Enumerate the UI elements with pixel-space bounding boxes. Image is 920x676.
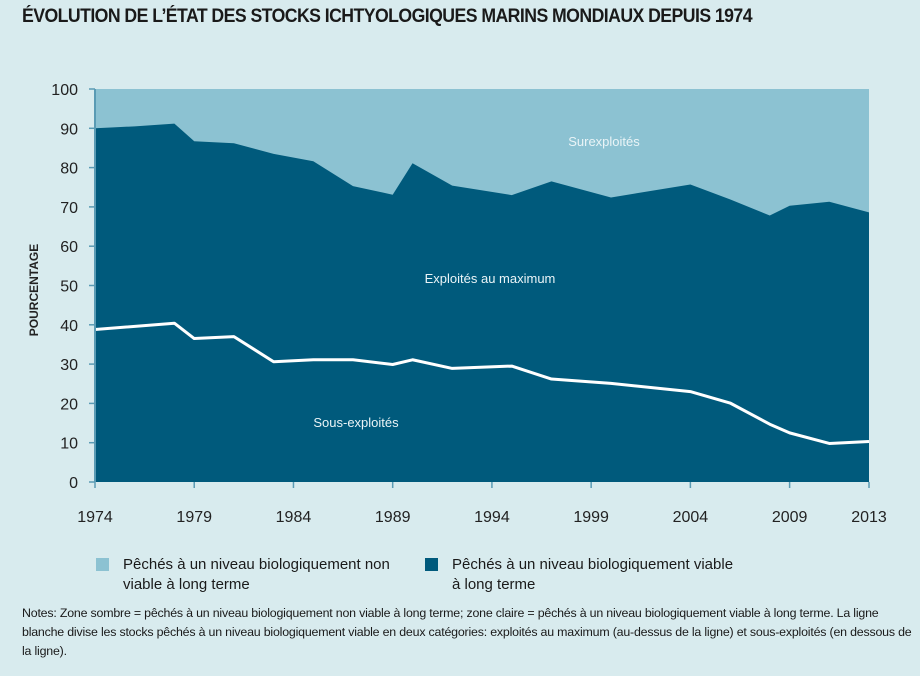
legend-item-viable: Pêchés à un niveau biologiquement viable… [425,555,742,595]
legend-swatch-light [96,558,109,571]
x-tick-label: 2004 [673,509,709,526]
x-tick-label: 1979 [176,509,212,526]
y-tick-label: 0 [69,475,78,492]
x-tick-label: 1999 [573,509,609,526]
y-tick-label: 20 [60,396,78,413]
chart-title: ÉVOLUTION DE L’ÉTAT DES STOCKS ICHTYOLOG… [22,6,753,27]
y-tick-label: 10 [60,436,78,453]
y-tick-label: 50 [60,279,78,296]
y-tick-label: 90 [60,121,78,138]
y-tick-label: 80 [60,161,78,178]
x-tick-label: 1974 [77,509,113,526]
legend-swatch-dark [425,558,438,571]
stock-status-chart: 0 10 20 30 40 50 60 70 80 90 100 1974 1979 1984 1989 19… [27,82,887,526]
viable-area [95,123,869,483]
x-tick-label: 1989 [375,509,411,526]
y-tick-label: 60 [60,239,78,256]
white-divider-line [94,321,870,445]
notes: Notes: Zone sombre = pêchés à un niveau … [22,606,912,658]
y-tick-label: 70 [60,200,78,217]
y-tick-label: 30 [60,357,78,374]
area-label-overfished: Surexploités [568,134,640,149]
x-tick-label: 2013 [851,509,887,526]
y-tick-label: 100 [51,82,78,99]
y-tick-label: 40 [60,318,78,335]
x-tick-label: 1994 [474,509,510,526]
legend-item-overfished: Pêchés à un niveau biologiquement non vi… [96,555,413,595]
area-label-max-exploited: Exploités au maximum [425,271,556,286]
legend-label: Pêchés à un niveau biologiquement viable… [452,556,734,593]
legend-label: Pêchés à un niveau biologiquement non vi… [123,556,390,593]
x-tick-label: 1984 [276,509,312,526]
x-tick-label: 2009 [772,509,808,526]
y-axis-label: POURCENTAGE [27,244,41,336]
area-label-underexploited: Sous-exploités [313,415,399,430]
